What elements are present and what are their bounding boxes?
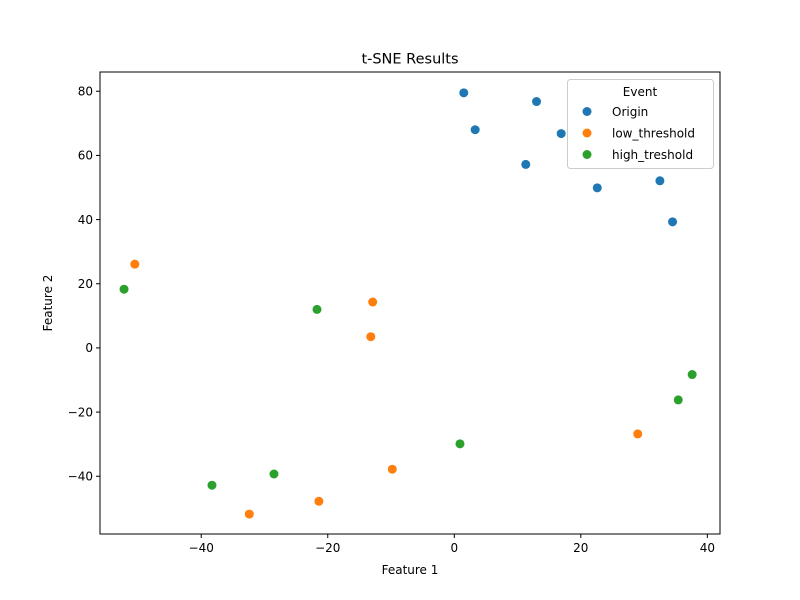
series-low_threshold: [130, 259, 643, 519]
legend-frame: [567, 79, 714, 169]
y-tick-label: 80: [78, 84, 93, 98]
legend: Event Origin low_threshold high_treshold: [567, 79, 714, 169]
data-point-low_threshold-3: [633, 429, 643, 439]
data-point-Origin-7: [668, 217, 678, 227]
series-high_treshold: [119, 284, 697, 490]
legend-label-low_threshold: low_threshold: [612, 127, 695, 141]
data-point-high_treshold-2: [687, 370, 697, 380]
x-axis-title: Feature 1: [382, 563, 439, 577]
y-tick-label: −20: [68, 405, 93, 419]
data-point-high_treshold-6: [207, 480, 217, 490]
x-tick-label: −40: [189, 541, 214, 555]
data-point-low_threshold-4: [387, 464, 397, 474]
data-point-high_treshold-3: [673, 395, 683, 405]
legend-title: Event: [623, 85, 658, 99]
data-point-low_threshold-6: [244, 509, 254, 519]
y-tick-label: 60: [78, 149, 93, 163]
data-point-high_treshold-4: [455, 439, 465, 449]
x-tick-label: 20: [573, 541, 588, 555]
legend-marker-high_treshold: [582, 150, 592, 159]
data-point-Origin-2: [532, 97, 542, 107]
data-point-Origin-4: [521, 159, 531, 169]
data-point-low_threshold-1: [368, 297, 378, 307]
data-point-Origin-6: [655, 176, 665, 186]
y-tick-label: −40: [68, 469, 93, 483]
data-point-low_threshold-5: [314, 496, 324, 506]
x-tick-label: 0: [450, 541, 458, 555]
data-point-high_treshold-0: [119, 284, 129, 294]
legend-marker-low_threshold: [582, 128, 592, 138]
legend-label-high_treshold: high_treshold: [612, 148, 693, 162]
data-point-Origin-3: [556, 129, 566, 139]
legend-marker-Origin: [582, 107, 592, 116]
data-point-high_treshold-5: [269, 469, 279, 479]
series-Origin: [459, 88, 678, 227]
data-point-Origin-0: [459, 88, 469, 98]
data-point-low_threshold-2: [366, 332, 376, 342]
x-tick-label: −20: [315, 541, 340, 555]
x-tick-label: 40: [700, 541, 715, 555]
chart-title: t-SNE Results: [361, 52, 458, 68]
data-point-low_threshold-0: [130, 259, 140, 269]
y-tick-label: 40: [78, 213, 93, 227]
legend-label-Origin: Origin: [612, 105, 648, 119]
axes-frame: [99, 71, 721, 535]
data-point-Origin-5: [592, 183, 602, 193]
y-tick-label: 20: [78, 277, 93, 291]
data-point-high_treshold-1: [312, 304, 322, 314]
data-point-Origin-1: [470, 125, 480, 135]
y-tick-label: 0: [85, 341, 93, 355]
plot-area: −40 −20 0 20 40 −40 −20 0 20 40 60 80: [68, 71, 721, 555]
y-axis-title: Feature 2: [41, 275, 55, 332]
